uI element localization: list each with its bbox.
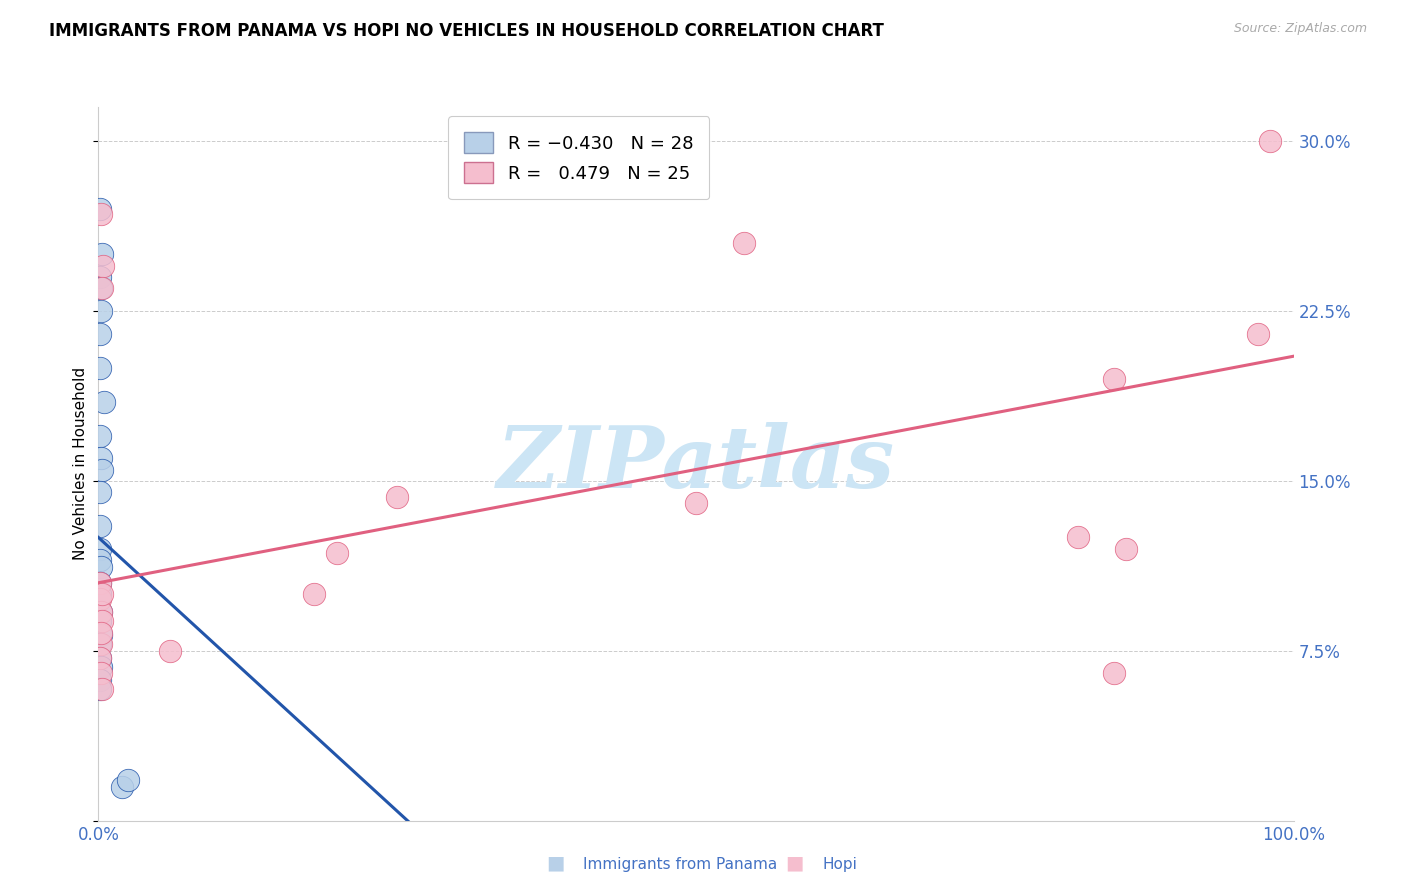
Y-axis label: No Vehicles in Household: No Vehicles in Household — [73, 368, 87, 560]
Point — [89, 326, 111, 341]
Point — [90, 628, 112, 642]
Point — [90, 666, 112, 681]
Point — [89, 541, 111, 556]
Point — [90, 304, 112, 318]
Point — [111, 780, 134, 794]
Text: Hopi: Hopi — [823, 857, 858, 872]
Point — [89, 519, 111, 533]
Point — [89, 575, 111, 590]
Point — [89, 637, 111, 651]
Point — [89, 575, 111, 590]
Point — [90, 625, 112, 640]
Point — [89, 650, 111, 665]
Legend: R = −0.430   N = 28, R =   0.479   N = 25: R = −0.430 N = 28, R = 0.479 N = 25 — [449, 116, 710, 199]
Point — [1115, 541, 1137, 556]
Point — [685, 496, 707, 510]
Point — [89, 650, 111, 665]
Point — [91, 682, 114, 697]
Text: Source: ZipAtlas.com: Source: ZipAtlas.com — [1233, 22, 1367, 36]
Point — [302, 587, 325, 601]
Point — [90, 451, 112, 466]
Text: Immigrants from Panama: Immigrants from Panama — [583, 857, 778, 872]
Point — [91, 587, 114, 601]
Point — [90, 206, 112, 220]
Point — [89, 553, 111, 567]
Point — [90, 605, 112, 619]
Point — [91, 247, 114, 261]
Point — [1067, 531, 1090, 545]
Point — [1102, 666, 1125, 681]
Point — [89, 428, 111, 442]
Point — [90, 659, 112, 673]
Point — [159, 644, 181, 658]
Point — [326, 546, 349, 560]
Point — [89, 682, 111, 697]
Point — [1246, 326, 1268, 341]
Point — [1258, 134, 1281, 148]
Text: ZIPatlas: ZIPatlas — [496, 422, 896, 506]
Point — [89, 360, 111, 375]
Point — [91, 259, 114, 273]
Point — [733, 235, 755, 250]
Point — [90, 281, 112, 295]
Point — [91, 615, 114, 629]
Point — [89, 673, 111, 688]
Point — [117, 772, 139, 787]
Point — [89, 591, 111, 606]
Point — [385, 490, 409, 504]
Point — [90, 605, 112, 619]
Point — [89, 615, 111, 629]
Point — [93, 394, 115, 409]
Point — [89, 485, 111, 500]
Text: ■: ■ — [546, 854, 565, 872]
Point — [91, 462, 114, 476]
Point — [91, 281, 114, 295]
Text: IMMIGRANTS FROM PANAMA VS HOPI NO VEHICLES IN HOUSEHOLD CORRELATION CHART: IMMIGRANTS FROM PANAMA VS HOPI NO VEHICL… — [49, 22, 884, 40]
Point — [89, 202, 111, 216]
Text: ■: ■ — [785, 854, 804, 872]
Point — [90, 560, 112, 574]
Point — [89, 269, 111, 284]
Point — [90, 637, 112, 651]
Point — [89, 587, 111, 601]
Point — [1102, 372, 1125, 386]
